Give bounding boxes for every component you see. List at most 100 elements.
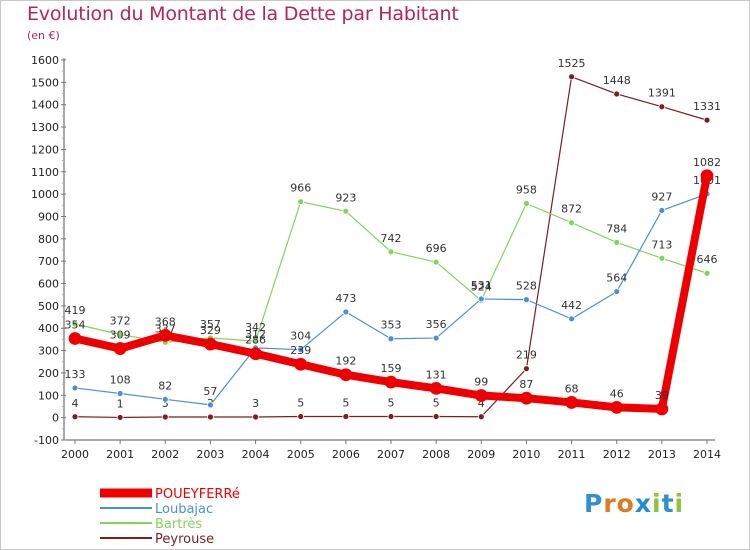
x-tick-label: 2007 <box>377 448 405 461</box>
data-point <box>432 258 440 266</box>
data-point <box>613 90 621 98</box>
data-point <box>610 400 624 414</box>
data-label: 524 <box>471 281 492 294</box>
data-label: 99 <box>474 376 488 389</box>
data-point <box>158 328 172 342</box>
y-tick-label: 200 <box>38 367 59 380</box>
data-point <box>387 413 395 420</box>
data-label: 5 <box>388 397 395 410</box>
y-tick-label: 400 <box>38 322 59 335</box>
x-tick-label: 2011 <box>558 448 586 461</box>
data-label: 1331 <box>693 100 721 113</box>
data-label: 39 <box>655 389 669 402</box>
data-point <box>297 198 305 206</box>
x-tick-label: 2009 <box>467 448 495 461</box>
data-point <box>204 337 217 351</box>
data-point <box>658 254 666 262</box>
data-label: 4 <box>72 397 79 410</box>
x-tick-label: 2001 <box>106 448 134 461</box>
data-label: 784 <box>606 222 627 235</box>
data-label: 3 <box>162 397 169 410</box>
x-tick-label: 2003 <box>196 448 224 461</box>
y-tick-label: 800 <box>38 233 59 246</box>
data-point <box>71 320 79 328</box>
data-point <box>252 413 259 421</box>
y-tick-label: 900 <box>38 210 59 223</box>
data-label: 304 <box>290 330 311 343</box>
data-label: 528 <box>516 280 537 293</box>
data-label: 372 <box>110 314 131 327</box>
x-tick-label: 2010 <box>512 448 540 461</box>
x-tick-label: 2005 <box>287 448 315 461</box>
logo-letter: i <box>674 489 685 518</box>
proxiti-logo: Proxiti <box>584 489 684 518</box>
x-tick-label: 2012 <box>603 448 631 461</box>
data-label: 342 <box>245 321 266 334</box>
data-point <box>207 413 214 421</box>
legend-label: Loubajac <box>155 502 213 517</box>
data-point <box>116 414 124 421</box>
logo-letter: t <box>661 489 675 518</box>
data-label: 5 <box>342 397 349 410</box>
data-point <box>568 315 575 323</box>
data-point <box>339 368 353 382</box>
logo-letter: P <box>584 489 604 518</box>
data-label: 57 <box>203 385 217 398</box>
data-label: 966 <box>290 182 311 195</box>
data-point <box>297 346 305 354</box>
logo-letter: o <box>616 489 635 518</box>
logo-letter: r <box>603 489 617 518</box>
data-label: 368 <box>155 315 176 328</box>
data-label: 286 <box>245 334 266 347</box>
data-label: 239 <box>290 344 311 357</box>
x-tick-label: 2004 <box>242 448 270 461</box>
logo-letter: x <box>634 489 652 518</box>
data-point <box>297 413 305 420</box>
data-label: 46 <box>610 387 624 400</box>
data-point <box>387 335 395 343</box>
data-label: 131 <box>426 368 447 381</box>
data-point <box>249 347 262 361</box>
data-point <box>432 413 440 420</box>
x-tick-label: 2014 <box>693 448 721 461</box>
data-label: 108 <box>110 374 131 387</box>
data-point <box>384 375 398 389</box>
data-label: 872 <box>561 203 582 216</box>
logo-letter: i <box>652 489 662 518</box>
data-label: 923 <box>335 191 356 204</box>
y-tick-label: 1600 <box>31 54 59 67</box>
y-tick-label: 1300 <box>31 121 59 134</box>
data-point <box>116 390 124 397</box>
data-point <box>703 269 711 277</box>
data-label: 696 <box>426 242 447 255</box>
data-label: 356 <box>426 318 447 331</box>
data-point <box>429 381 443 395</box>
x-tick-label: 2013 <box>648 448 676 461</box>
data-label: 473 <box>335 292 356 305</box>
data-point <box>613 238 621 246</box>
data-point <box>342 308 350 316</box>
data-label: 192 <box>335 355 356 368</box>
data-point <box>68 332 82 345</box>
data-label: 329 <box>200 324 221 337</box>
data-point <box>568 219 575 227</box>
data-label: 713 <box>651 238 672 251</box>
data-point <box>342 207 350 215</box>
data-label: 742 <box>381 232 402 245</box>
data-point <box>523 365 530 373</box>
x-tick-label: 2000 <box>61 448 89 461</box>
data-label: 564 <box>606 272 627 285</box>
x-tick-label: 2002 <box>151 448 179 461</box>
data-point <box>161 395 169 403</box>
y-tick-label: 100 <box>38 389 59 402</box>
data-point <box>387 248 395 256</box>
data-point <box>116 331 124 338</box>
data-label: 531 <box>471 279 492 292</box>
chart-unit-label: (en €) <box>27 29 60 42</box>
y-tick-label: 700 <box>38 255 59 268</box>
data-label: 1391 <box>648 87 676 100</box>
data-point <box>474 389 488 402</box>
y-tick-label: 1200 <box>31 143 59 156</box>
